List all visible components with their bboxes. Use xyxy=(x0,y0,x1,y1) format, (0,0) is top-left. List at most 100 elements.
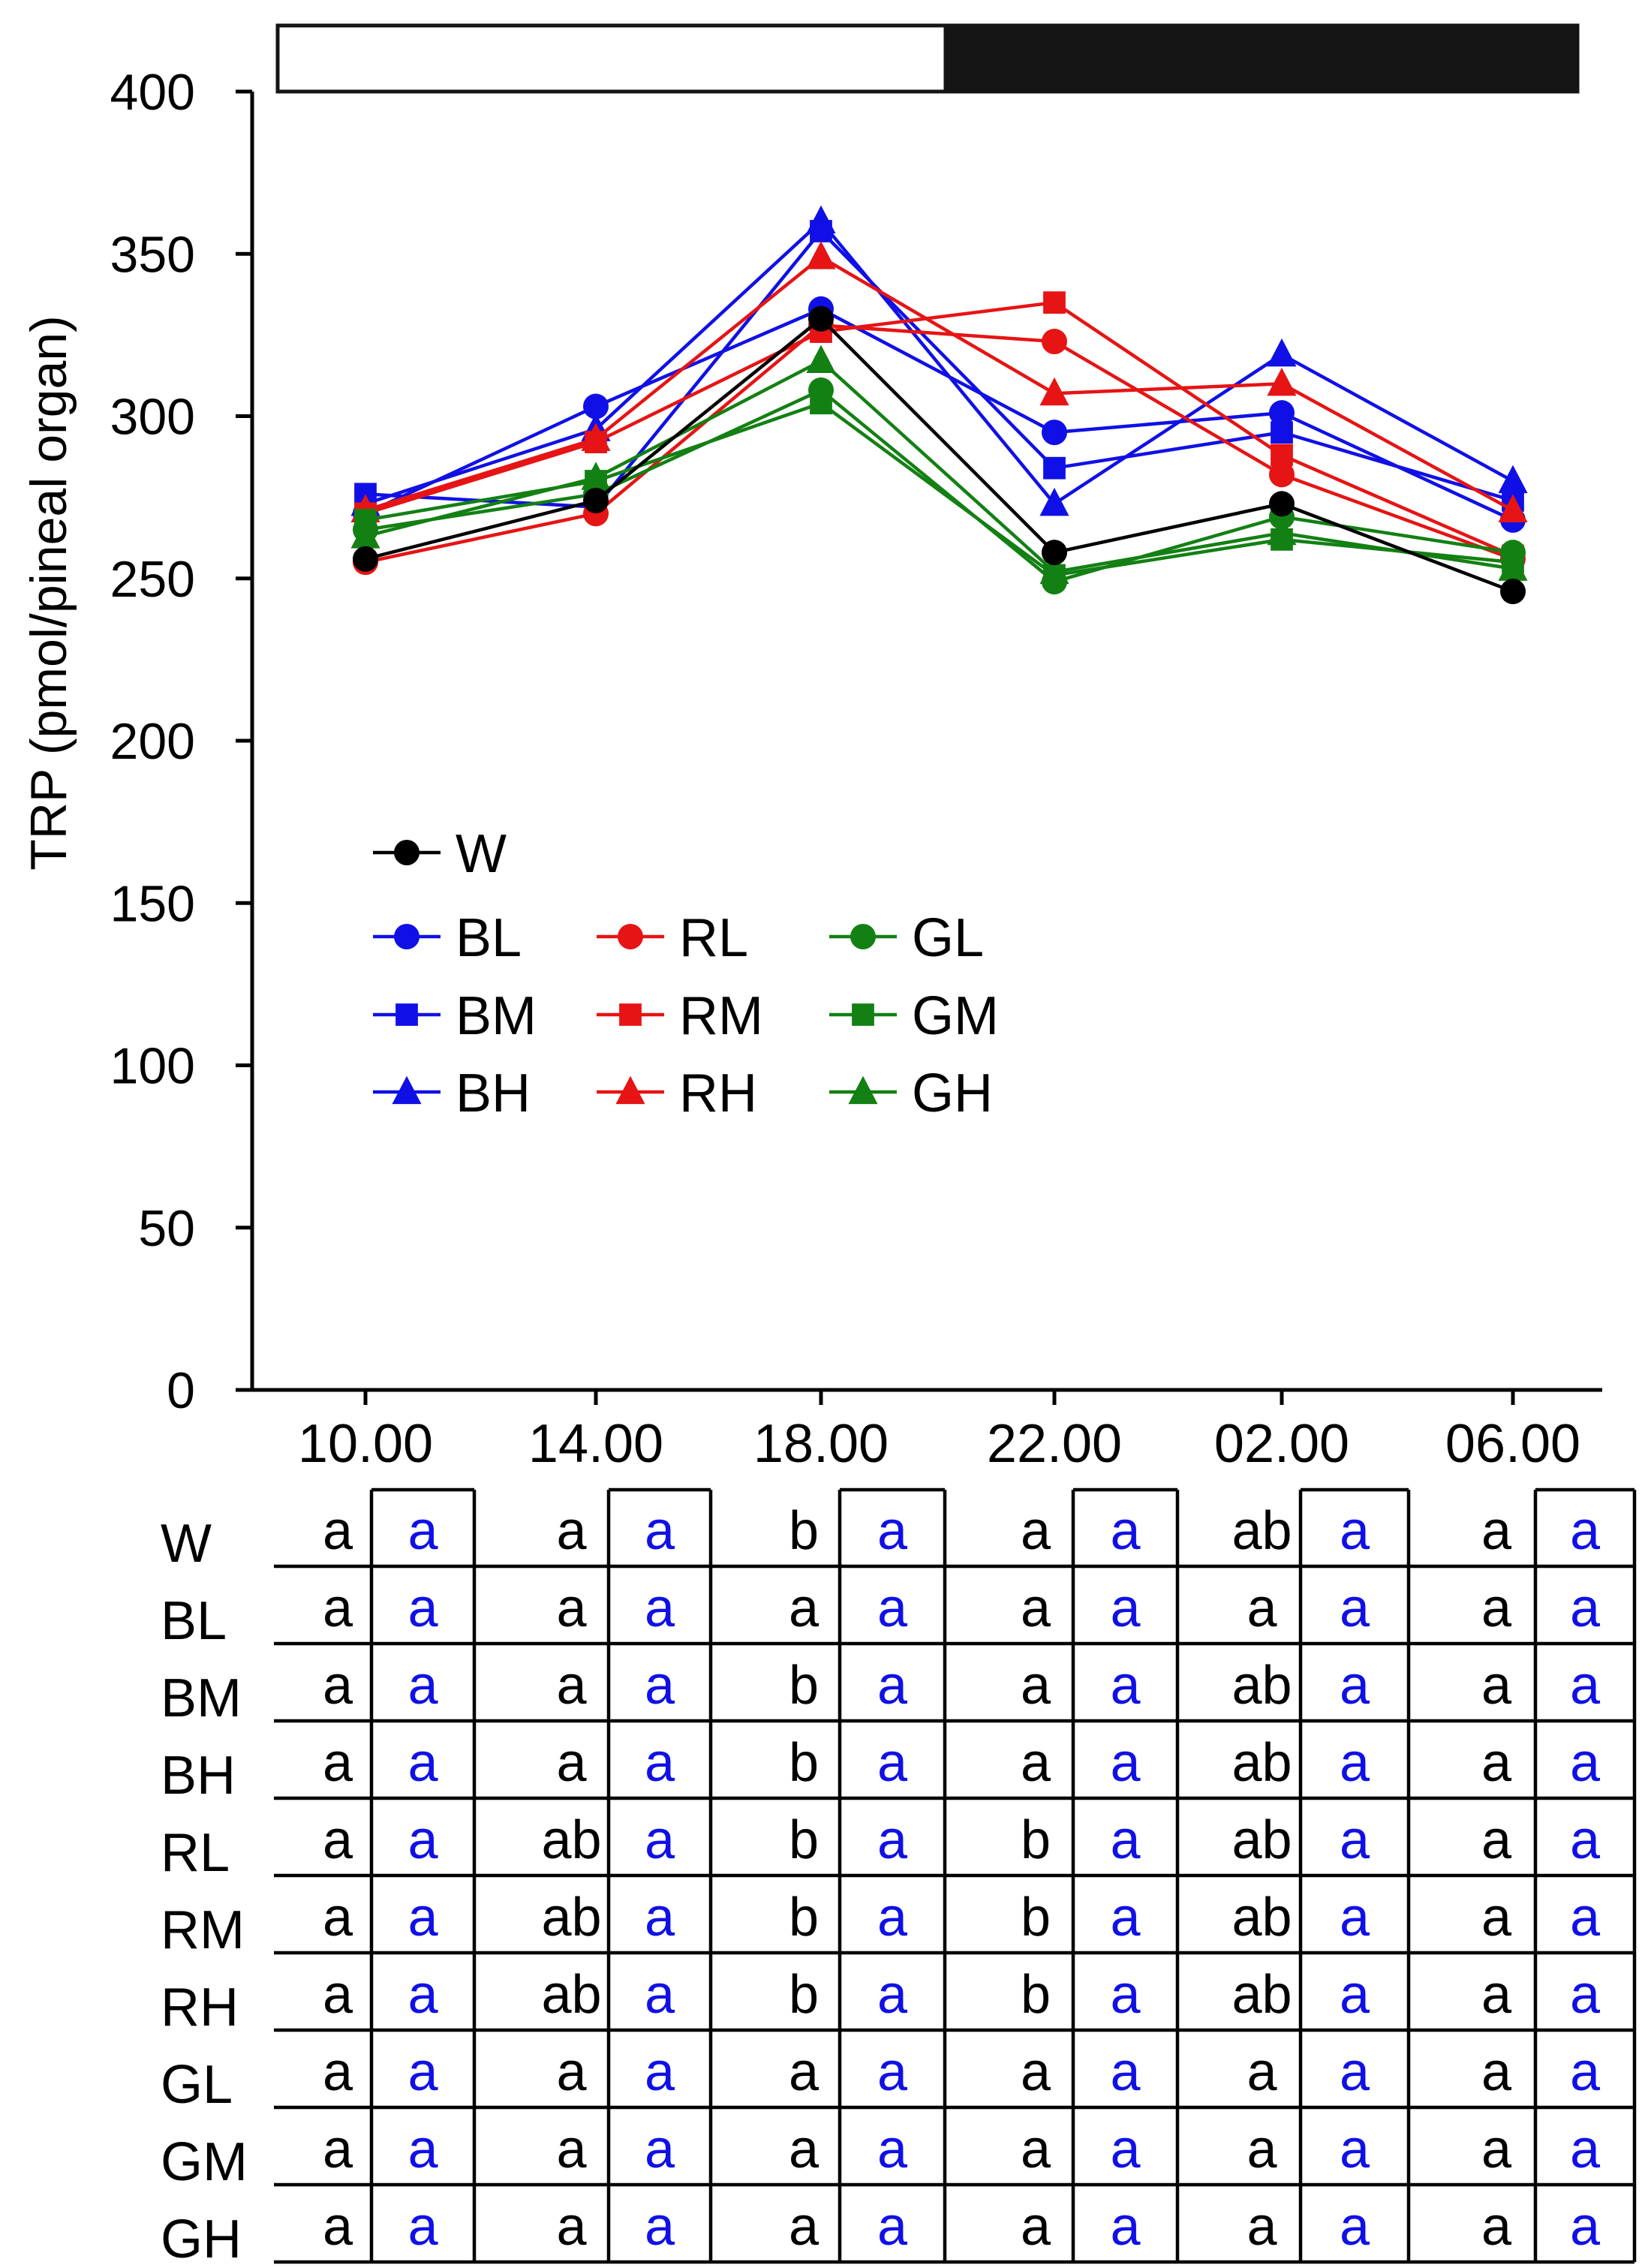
table-cell-blue: a xyxy=(1570,2197,1601,2257)
table-cell-black: ab xyxy=(1231,1733,1292,1793)
table-row-bh: BH a a b a ab aa a a a a a xyxy=(161,1733,1601,1806)
table-row-gh: GH a a a a a aa a a a a a xyxy=(161,2197,1601,2268)
table-cell-black: b xyxy=(789,1733,819,1793)
table-cell-blue: a xyxy=(1110,1578,1141,1638)
legend-label: BH xyxy=(456,1063,531,1123)
table-row-rm: RM a ab b b ab aa a a a a a xyxy=(161,1887,1601,1960)
legend-label: GM xyxy=(912,986,999,1046)
table-cell-blue: a xyxy=(645,1965,675,2025)
table-cell-blue: a xyxy=(1340,1887,1370,1948)
series-line xyxy=(365,317,1514,594)
table-cell-black: a xyxy=(323,1501,353,1561)
table-cell-black: a xyxy=(789,2119,819,2179)
data-point xyxy=(1267,367,1297,396)
table-row-gm: GM a a a a a aa a a a a a xyxy=(161,2119,1601,2192)
legend-item-bh: BH xyxy=(373,1063,531,1123)
table-cell-blue: a xyxy=(1570,2042,1601,2102)
table-cell-black: ab xyxy=(1231,1501,1292,1561)
series-line xyxy=(365,388,1514,584)
series-gh xyxy=(350,344,1528,585)
x-tick-label: 02.00 xyxy=(1214,1414,1349,1474)
data-point xyxy=(1498,465,1528,494)
table-cell-blue: a xyxy=(1340,1733,1370,1793)
table-row-rh: RH a ab b b ab aa a a a a a xyxy=(161,1965,1601,2038)
series-line xyxy=(365,401,1514,577)
photoperiod-bar xyxy=(275,23,1580,94)
light-phase-bar xyxy=(275,23,948,94)
legend-item-gh: GH xyxy=(829,1063,993,1123)
table-cell-blue: a xyxy=(407,2197,438,2257)
data-point xyxy=(583,393,609,420)
table-cell-blue: a xyxy=(877,2197,908,2257)
table-cell-blue: a xyxy=(1570,1578,1601,1638)
y-tick-label: 300 xyxy=(110,389,195,446)
table-cell-blue: a xyxy=(1340,2119,1370,2179)
table-cell-black: a xyxy=(1021,2042,1051,2102)
legend-item-bm: BM xyxy=(373,986,537,1046)
data-point xyxy=(353,546,378,572)
table-cell-blue: a xyxy=(1110,2119,1141,2179)
legend-label: W xyxy=(456,824,507,884)
table-cell-blue: a xyxy=(1570,1656,1601,1716)
table-cell-black: a xyxy=(556,1656,587,1716)
table-row-label: GM xyxy=(161,2132,248,2192)
plot-area xyxy=(350,205,1528,605)
legend-item-bl: BL xyxy=(373,908,522,968)
table-cell-black: a xyxy=(1021,1578,1051,1638)
table-cell-black: a xyxy=(323,2197,353,2257)
table-cell-blue: a xyxy=(877,2042,908,2102)
table-cell-blue: a xyxy=(407,1810,438,1870)
table-cell-blue: a xyxy=(1570,1810,1601,1870)
series-line xyxy=(365,323,1514,564)
table-cell-blue: a xyxy=(1110,1656,1141,1716)
series-line xyxy=(365,255,1514,513)
table-cell-blue: a xyxy=(645,2042,675,2102)
series-bl xyxy=(353,296,1526,533)
y-tick-label: 200 xyxy=(110,713,195,770)
data-point xyxy=(806,241,836,269)
legend-label: RL xyxy=(679,908,748,968)
table-cell-black: ab xyxy=(541,1965,601,2025)
legend-label: GH xyxy=(912,1063,993,1123)
table-cell-blue: a xyxy=(1570,1887,1601,1948)
table-cell-black: b xyxy=(1021,1965,1051,2025)
table-cell-black: b xyxy=(1021,1810,1051,1870)
legend-label: GL xyxy=(912,908,984,968)
x-tick-label: 10.00 xyxy=(298,1414,433,1474)
table-cell-black: a xyxy=(1481,1733,1512,1793)
table-cell-black: ab xyxy=(541,1810,601,1870)
table-row-gl: GL a a a a a aa a a a a a xyxy=(161,2042,1601,2115)
table-row-label: BH xyxy=(161,1746,236,1806)
data-point xyxy=(350,520,380,549)
table-cell-blue: a xyxy=(1340,1656,1370,1716)
series-line xyxy=(365,219,1514,506)
legend: W BL BM BH RL RM RH GL GM GH xyxy=(373,824,999,1123)
legend-label: RM xyxy=(679,986,763,1046)
table-cell-blue: a xyxy=(407,1656,438,1716)
table-cell-black: a xyxy=(556,2042,587,2102)
legend-label: BM xyxy=(456,986,537,1046)
data-point xyxy=(1271,444,1293,467)
table-cell-black: b xyxy=(789,1810,819,1870)
legend-marker xyxy=(848,1075,878,1105)
table-cell-black: a xyxy=(323,1578,353,1638)
table-cell-blue: a xyxy=(1570,1501,1601,1561)
table-cell-blue: a xyxy=(877,1656,908,1716)
table-cell-blue: a xyxy=(1110,2197,1141,2257)
table-row-rl: RL a ab b b ab aa a a a a a xyxy=(161,1810,1601,1883)
legend-marker xyxy=(395,1003,418,1026)
table-cell-black: ab xyxy=(1231,1656,1292,1716)
table-row-label: RH xyxy=(161,1978,239,2038)
table-cell-blue: a xyxy=(645,1733,675,1793)
data-point xyxy=(1042,329,1067,355)
legend-marker xyxy=(392,1075,422,1105)
y-tick-label: 50 xyxy=(138,1200,195,1257)
x-tick-label: 18.00 xyxy=(753,1414,889,1474)
table-cell-black: a xyxy=(556,1733,587,1793)
table-cell-black: a xyxy=(789,2042,819,2102)
table-cell-blue: a xyxy=(877,1810,908,1870)
data-point xyxy=(1498,494,1528,522)
